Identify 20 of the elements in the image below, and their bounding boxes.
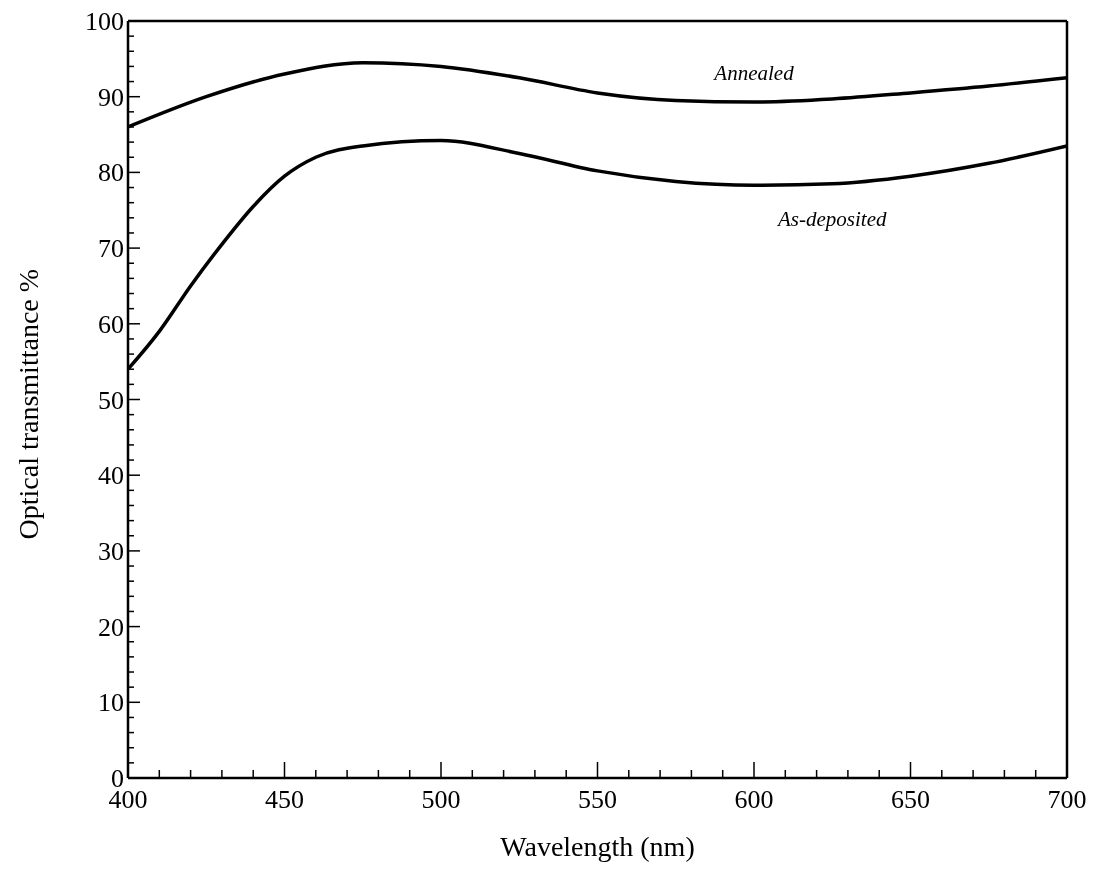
y-tick-label: 60 [98,309,124,339]
y-tick-label: 90 [98,82,124,112]
y-tick-label: 30 [98,536,124,566]
y-axis-title: Optical transmittance % [12,268,44,540]
x-axis-title: Wavelength (nm) [500,831,695,862]
y-tick-label: 10 [98,688,124,718]
x-tick-label: 700 [1047,785,1087,814]
series-label: As-deposited [776,206,887,231]
x-tick-label: 500 [421,785,461,814]
y-tick-label: 80 [98,158,124,188]
y-tick-label: 70 [98,234,124,264]
x-tick-label: 600 [734,785,774,814]
x-tick-label: 650 [891,785,930,814]
x-tick-label: 450 [265,785,304,814]
series-label: Annealed [712,61,795,85]
y-tick-label: 50 [98,385,124,415]
x-tick-label: 550 [578,785,617,814]
y-tick-label: 40 [98,461,124,491]
y-tick-label: 100 [85,7,124,36]
y-tick-label: 20 [98,612,124,642]
